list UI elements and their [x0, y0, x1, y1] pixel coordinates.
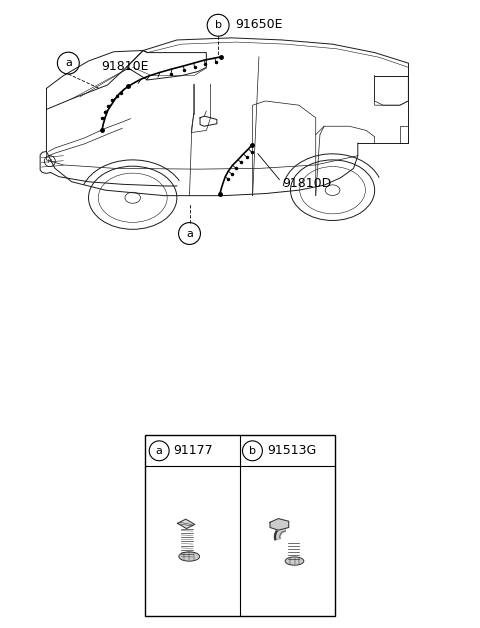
Text: 91513G: 91513G — [267, 444, 316, 457]
Text: H: H — [48, 159, 52, 164]
Text: 91810E: 91810E — [101, 60, 149, 73]
Text: 91650E: 91650E — [235, 18, 282, 31]
Text: 91810D: 91810D — [282, 176, 331, 190]
Text: b: b — [215, 20, 222, 30]
Text: a: a — [186, 229, 193, 239]
Polygon shape — [178, 519, 195, 529]
Ellipse shape — [285, 557, 304, 565]
Text: b: b — [249, 446, 256, 456]
Polygon shape — [270, 519, 288, 530]
Bar — [144, 435, 336, 615]
Text: a: a — [156, 446, 163, 456]
Ellipse shape — [179, 552, 200, 561]
Text: 91177: 91177 — [174, 444, 213, 457]
Text: a: a — [65, 58, 72, 68]
